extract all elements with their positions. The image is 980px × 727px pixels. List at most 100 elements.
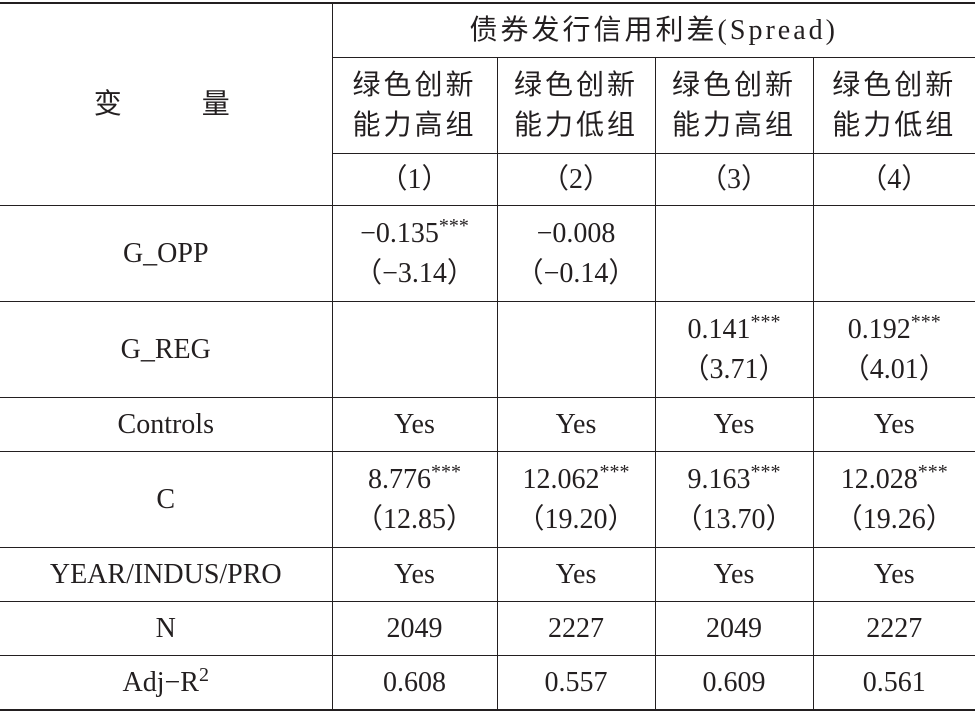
data-cell: 0.141*** （3.71） [654,301,814,398]
coef: Yes [555,408,597,440]
data-cell: 12.062*** （19.20） [496,451,656,548]
t-stat: （−3.14） [354,257,475,289]
column-header-line: 绿色创新 [671,69,796,101]
coef: 12.062 [522,463,600,495]
coef: 0.192 [847,313,911,345]
row-label: YEAR/INDUS/PRO [0,547,333,602]
data-row: N 2049 2227 2049 2227 [0,601,976,656]
data-row: G_OPP −0.135*** （−3.14） −0.008 （−0.14） [0,205,975,302]
row-label: Adj−R2 [0,655,333,711]
data-cell: 12.028*** （19.26） [812,451,975,548]
coef-line: Yes [498,555,655,595]
column-header-line: 绿色创新 [513,69,638,101]
data-cell [496,301,656,398]
coef: 0.557 [544,666,608,698]
coef: Yes [555,558,597,590]
coef-line: −0.008 [498,214,655,254]
row-label: G_OPP [0,205,333,302]
coef-line: Yes [656,405,813,445]
data-cell: Yes [812,397,976,452]
significance-stars: *** [438,214,469,237]
column-number: （3） [654,153,814,206]
row-label-text: YEAR/INDUS/PRO [49,558,282,590]
data-row: C 8.776*** （12.85） 12.062*** （19.20） 9.163***… [0,451,975,548]
coef-line: Yes [656,555,813,595]
data-cell: 2049 [331,601,498,656]
coef: Yes [713,408,755,440]
data-row: Controls Yes Yes Yes Yes [0,397,976,452]
coef: 12.028 [840,463,918,495]
coef-line: 2049 [333,609,497,649]
coef-line: 12.062*** [498,460,655,500]
column-number: （2） [496,153,656,206]
column-header-line: 能力高组 [671,109,796,141]
column-header: 绿色创新 能力低组 [812,57,975,154]
data-cell: 0.609 [654,655,814,711]
header-row: 变 量债券发行信用利差(Spread) [0,2,975,206]
row-label: N [0,601,333,656]
coef-line: Yes [814,405,976,445]
coef-line: 8.776*** [333,460,497,500]
coef: 0.608 [383,666,446,698]
coef: 2049 [706,612,762,644]
column-header: 绿色创新 能力低组 [496,57,656,154]
data-cell: Yes [654,547,814,602]
row-label-text: Controls [117,408,214,440]
regression-table: 变 量债券发行信用利差(Spread) 绿色创新 能力高组 绿色创新 能力低组 绿色创新能… [0,2,975,711]
coef: Yes [873,558,915,590]
coef-line: 0.141*** [656,310,813,350]
significance-stars: *** [431,460,461,483]
row-label-text: Adj−R [122,666,199,698]
data-row: YEAR/INDUS/PRO Yes Yes Yes Yes [0,547,975,602]
coef-line: 2227 [498,609,655,649]
column-number: （1） [332,153,498,206]
data-cell: Yes [331,397,498,452]
coef: 2227 [548,612,604,644]
data-row: Adj−R2 0.608 0.557 0.609 0.561 [0,655,976,711]
data-cell: 2227 [496,601,656,656]
coef-line: 0.608 [333,663,497,703]
coef: 8.776 [368,463,431,495]
t-stat: （−0.14） [515,257,637,289]
t-stat: （19.26） [834,503,954,535]
data-cell: Yes [496,397,656,452]
group-header: 债券发行信用利差(Spread) [331,2,975,58]
coef: Yes [713,558,755,590]
significance-stars: *** [910,310,941,333]
coef: 0.609 [702,666,766,698]
header-row: 绿色创新 能力高组 绿色创新 能力低组 绿色创新 能力高组 绿色创新 能力低组 [0,57,975,154]
table-body: 变 量债券发行信用利差(Spread) 绿色创新 能力高组 绿色创新 能力低组 绿色创新能… [0,2,976,711]
column-header-line: 绿色创新 [832,69,957,101]
row-label: Controls [0,397,333,452]
row-label-text: G_REG [120,333,211,365]
significance-stars: *** [917,460,948,483]
coef: 2227 [866,612,923,644]
coef-line: 0.557 [498,663,655,703]
coef: −0.008 [536,217,616,249]
coef-line: 2227 [814,609,976,649]
data-cell [331,301,498,398]
t-stat: （13.70） [674,503,794,535]
data-cell: Yes [496,547,656,602]
data-cell [812,205,975,302]
data-cell: Yes [331,547,498,602]
coef-line: −0.135*** [333,214,497,254]
coef: Yes [394,408,435,440]
column-header-line: 能力低组 [832,109,957,141]
coef: 2049 [386,612,443,644]
data-cell: −0.008 （−0.14） [496,205,656,302]
data-cell: 0.192*** （4.01） [812,301,976,398]
coef: −0.135 [360,217,439,249]
coef-line: 9.163*** [656,460,813,500]
coef-line: 0.561 [814,663,976,703]
column-header-line: 能力低组 [513,109,638,141]
column-number: （4） [812,153,975,206]
coef: 0.141 [687,313,751,345]
significance-stars: *** [750,310,781,333]
coef-line: 0.192*** [814,310,976,350]
coef-line: Yes [498,405,655,445]
data-cell: Yes [654,397,814,452]
data-cell: Yes [812,547,975,602]
coef: 0.561 [862,666,926,698]
t-stat: （12.85） [354,503,474,535]
